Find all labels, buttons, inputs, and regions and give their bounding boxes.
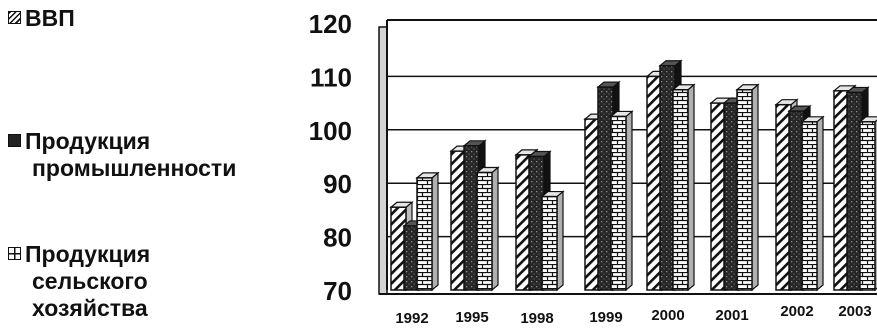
bar	[540, 190, 565, 292]
legend-item-agriculture: Продукция сельского хозяйства	[8, 241, 150, 322]
legend-label: Продукция	[25, 241, 151, 267]
x-tick-label: 1998	[520, 310, 553, 327]
x-tick-label: 2003	[838, 303, 871, 320]
x-tick-label: 2001	[715, 307, 748, 324]
legend-item-gdp: ВВП	[8, 5, 75, 32]
legend-label: Продукция	[25, 128, 151, 154]
y-tick-label: 90	[323, 169, 352, 199]
plot-frame	[378, 19, 877, 295]
bar	[858, 116, 877, 292]
x-tick-label: 1999	[589, 309, 622, 326]
brick-swatch-icon	[8, 247, 21, 260]
hatch-swatch-icon	[8, 11, 21, 24]
bar	[671, 83, 696, 292]
y-tick-label: 70	[323, 276, 352, 306]
legend-label: промышленности	[32, 155, 237, 181]
legend-label: сельского	[32, 268, 148, 294]
y-tick-label: 110	[310, 62, 352, 92]
y-tick-label: 120	[309, 9, 352, 39]
bar	[609, 110, 634, 292]
bar	[475, 166, 500, 292]
legend: ВВП Продукция промышленности Продукция с…	[0, 0, 300, 330]
y-tick-label: 100	[309, 116, 352, 146]
y-axis-ticks: 120 110 100 90 80 70	[309, 9, 352, 306]
x-tick-label: 2002	[780, 303, 813, 320]
legend-label: ВВП	[25, 5, 75, 31]
legend-label: хозяйства	[32, 295, 148, 321]
bars	[389, 59, 877, 292]
x-tick-label: 1995	[455, 309, 488, 326]
bar	[800, 115, 825, 292]
bar	[735, 83, 760, 292]
x-tick-label: 2000	[651, 307, 684, 324]
x-axis-ticks: 1992 1995 1998 1999 2000 2001 2002 2003	[395, 303, 871, 327]
y-tick-label: 80	[323, 223, 352, 253]
bar	[415, 171, 440, 292]
legend-item-industry: Продукция промышленности	[8, 128, 236, 182]
x-tick-label: 1992	[395, 310, 428, 327]
dark-swatch-icon	[8, 134, 21, 147]
